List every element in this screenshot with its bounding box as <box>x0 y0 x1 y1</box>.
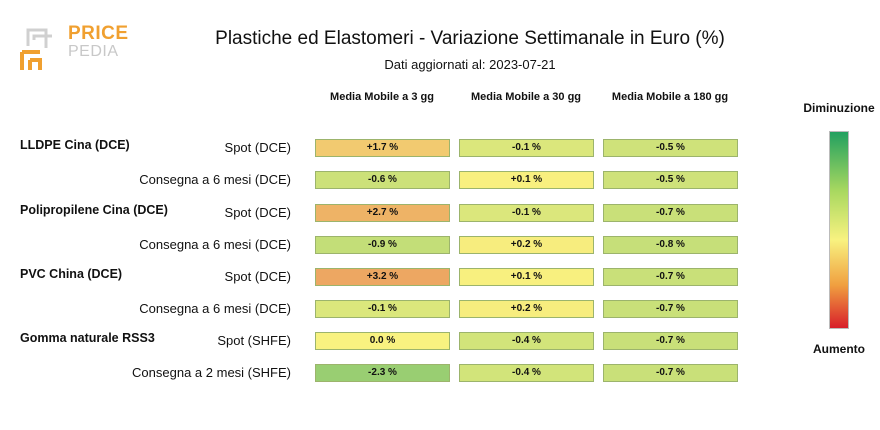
row-label: Spot (DCE) <box>224 140 291 155</box>
logo-text-pedia: PEDIA <box>68 43 119 60</box>
value-cell: -0.8 % <box>603 236 738 254</box>
value-cell: -0.4 % <box>459 332 594 350</box>
value-cell: -2.3 % <box>315 364 450 382</box>
value-cell: -0.1 % <box>459 139 594 157</box>
column-header-3: Media Mobile a 3 gg <box>330 91 434 103</box>
legend-top-label: Diminuzione <box>803 101 875 115</box>
row-label: Spot (DCE) <box>224 205 291 220</box>
value-cell: -0.9 % <box>315 236 450 254</box>
group-label: LLDPE Cina (DCE) <box>20 138 130 152</box>
value-cell: 0.0 % <box>315 332 450 350</box>
row-label: Consegna a 6 mesi (DCE) <box>139 172 291 187</box>
chart-title: Plastiche ed Elastomeri - Variazione Set… <box>215 28 725 49</box>
value-cell: -0.6 % <box>315 171 450 189</box>
value-cell: -0.1 % <box>459 204 594 222</box>
column-header-180: Media Mobile a 180 gg <box>611 91 729 103</box>
value-cell: -0.7 % <box>603 204 738 222</box>
value-cell: +2.7 % <box>315 204 450 222</box>
value-cell: -0.4 % <box>459 364 594 382</box>
color-scale-bar <box>829 131 849 329</box>
row-label: Consegna a 2 mesi (SHFE) <box>132 365 291 380</box>
value-cell: -0.7 % <box>603 300 738 318</box>
column-header-30: Media Mobile a 30 gg <box>470 91 582 103</box>
legend-bottom-label: Aumento <box>813 342 865 356</box>
row-label: Consegna a 6 mesi (DCE) <box>139 237 291 252</box>
value-cell: -0.7 % <box>603 364 738 382</box>
value-cell: +1.7 % <box>315 139 450 157</box>
value-cell: +0.2 % <box>459 300 594 318</box>
row-label: Spot (DCE) <box>224 269 291 284</box>
value-cell: -0.5 % <box>603 171 738 189</box>
value-cell: +0.2 % <box>459 236 594 254</box>
value-cell: -0.7 % <box>603 332 738 350</box>
row-label: Consegna a 6 mesi (DCE) <box>139 301 291 316</box>
value-cell: -0.1 % <box>315 300 450 318</box>
row-label: Spot (SHFE) <box>217 333 291 348</box>
group-label: Polipropilene Cina (DCE) <box>20 203 168 217</box>
group-label: Gomma naturale RSS3 <box>20 331 155 345</box>
value-cell: +3.2 % <box>315 268 450 286</box>
value-cell: -0.5 % <box>603 139 738 157</box>
value-cell: -0.7 % <box>603 268 738 286</box>
chart-subtitle: Dati aggiornati al: 2023-07-21 <box>384 57 556 72</box>
value-cell: +0.1 % <box>459 171 594 189</box>
group-label: PVC China (DCE) <box>20 267 123 281</box>
value-cell: +0.1 % <box>459 268 594 286</box>
pricepedia-logo: PRICE PEDIA <box>20 22 130 72</box>
logo-mark-icon <box>20 28 52 70</box>
logo-text-price: PRICE <box>68 23 129 44</box>
